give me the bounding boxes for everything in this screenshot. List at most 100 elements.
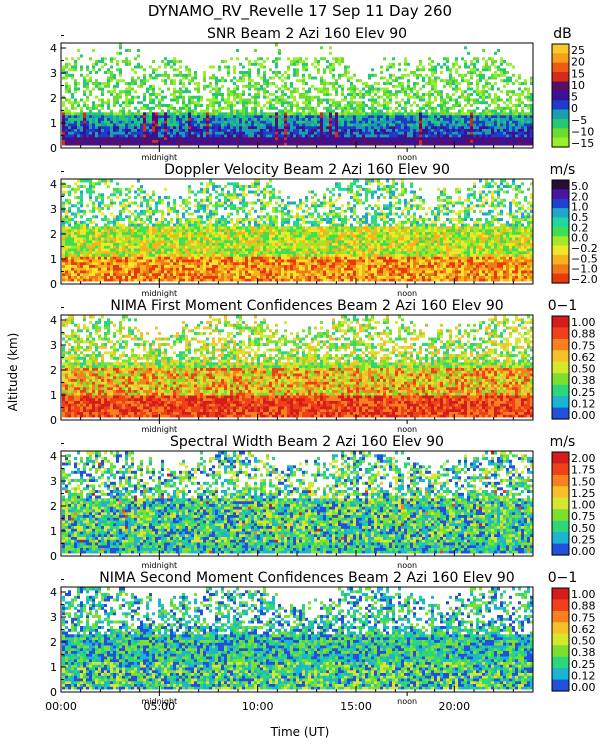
heatmap-cell <box>479 93 482 96</box>
heatmap-cell <box>254 107 257 110</box>
heatmap-cell <box>206 232 209 235</box>
heatmap-cell <box>176 257 179 260</box>
heatmap-cell <box>146 193 149 196</box>
heatmap-cell <box>224 140 227 143</box>
heatmap-cell <box>398 118 401 121</box>
heatmap-cell <box>449 129 452 132</box>
heatmap-cell <box>467 110 470 113</box>
heatmap-cell <box>425 140 428 143</box>
heatmap-cell <box>209 246 212 249</box>
heatmap-cell <box>224 196 227 199</box>
heatmap-cell <box>134 210 137 213</box>
heatmap-cell <box>119 115 122 118</box>
heatmap-cell <box>116 232 119 235</box>
heatmap-cell <box>146 129 149 132</box>
heatmap-cell <box>500 118 503 121</box>
heatmap-cell <box>353 121 356 124</box>
heatmap-cell <box>341 99 344 102</box>
heatmap-cell <box>83 268 86 271</box>
heatmap-cell <box>80 115 83 118</box>
heatmap-cell <box>113 246 116 249</box>
heatmap-cell <box>476 134 479 137</box>
heatmap-cell <box>293 123 296 126</box>
heatmap-cell <box>215 218 218 221</box>
heatmap-cell <box>89 134 92 137</box>
heatmap-cell <box>290 134 293 137</box>
heatmap-cell <box>218 88 221 91</box>
heatmap-cell <box>305 82 308 85</box>
heatmap-cell <box>62 224 65 227</box>
heatmap-cell <box>485 101 488 104</box>
heatmap-cell <box>68 273 71 276</box>
heatmap-cell <box>320 46 323 49</box>
heatmap-cell <box>122 140 125 143</box>
heatmap-cell <box>176 134 179 137</box>
heatmap-cell <box>176 270 179 273</box>
heatmap-cell <box>371 96 374 99</box>
heatmap-cell <box>458 143 461 146</box>
heatmap-cell <box>491 134 494 137</box>
heatmap-cell <box>203 204 206 207</box>
heatmap-cell <box>74 235 77 238</box>
heatmap-cell <box>131 126 134 129</box>
heatmap-cell <box>182 232 185 235</box>
heatmap-cell <box>158 107 161 110</box>
heatmap-cell <box>92 279 95 282</box>
heatmap-cell <box>149 134 152 137</box>
heatmap-cell <box>476 99 479 102</box>
heatmap-cell <box>194 273 197 276</box>
heatmap-cell <box>434 118 437 121</box>
heatmap-cell <box>95 126 98 129</box>
heatmap-cell <box>164 71 167 74</box>
heatmap-cell <box>425 74 428 77</box>
heatmap-cell <box>188 196 191 199</box>
heatmap-cell <box>287 68 290 71</box>
heatmap-cell <box>173 99 176 102</box>
heatmap-cell <box>203 137 206 140</box>
heatmap-cell <box>494 118 497 121</box>
heatmap-cell <box>71 140 74 143</box>
heatmap-cell <box>323 85 326 88</box>
heatmap-cell <box>134 237 137 240</box>
heatmap-cell <box>374 140 377 143</box>
heatmap-cell <box>323 143 326 146</box>
heatmap-cell <box>83 121 86 124</box>
heatmap-cell <box>353 107 356 110</box>
heatmap-cell <box>395 107 398 110</box>
heatmap-cell <box>176 251 179 254</box>
heatmap-cell <box>155 118 158 121</box>
heatmap-cell <box>146 262 149 265</box>
heatmap-cell <box>272 132 275 135</box>
heatmap-cell <box>281 104 284 107</box>
colorbar-swatch <box>552 119 569 129</box>
heatmap-cell <box>455 90 458 93</box>
heatmap-cell <box>104 257 107 260</box>
heatmap-cell <box>182 279 185 282</box>
heatmap-cell <box>131 246 134 249</box>
heatmap-cell <box>293 112 296 115</box>
heatmap-cell <box>74 226 77 229</box>
heatmap-cell <box>86 115 89 118</box>
heatmap-cell <box>422 104 425 107</box>
heatmap-cell <box>89 90 92 93</box>
heatmap-cell <box>365 129 368 132</box>
heatmap-cell <box>233 118 236 121</box>
heatmap-cell <box>335 82 338 85</box>
heatmap-cell <box>137 66 140 69</box>
heatmap-cell <box>179 196 182 199</box>
heatmap-cell <box>110 193 113 196</box>
heatmap-cell <box>209 82 212 85</box>
heatmap-cell <box>275 129 278 132</box>
heatmap-cell <box>113 202 116 205</box>
heatmap-cell <box>326 137 329 140</box>
heatmap-cell <box>65 270 68 273</box>
heatmap-cell <box>227 257 230 260</box>
heatmap-cell <box>116 273 119 276</box>
heatmap-cell <box>68 270 71 273</box>
heatmap-cell <box>305 96 308 99</box>
heatmap-cell <box>197 232 200 235</box>
heatmap-cell <box>101 202 104 205</box>
heatmap-cell <box>98 240 101 243</box>
heatmap-cell <box>224 129 227 132</box>
heatmap-cell <box>161 123 164 126</box>
